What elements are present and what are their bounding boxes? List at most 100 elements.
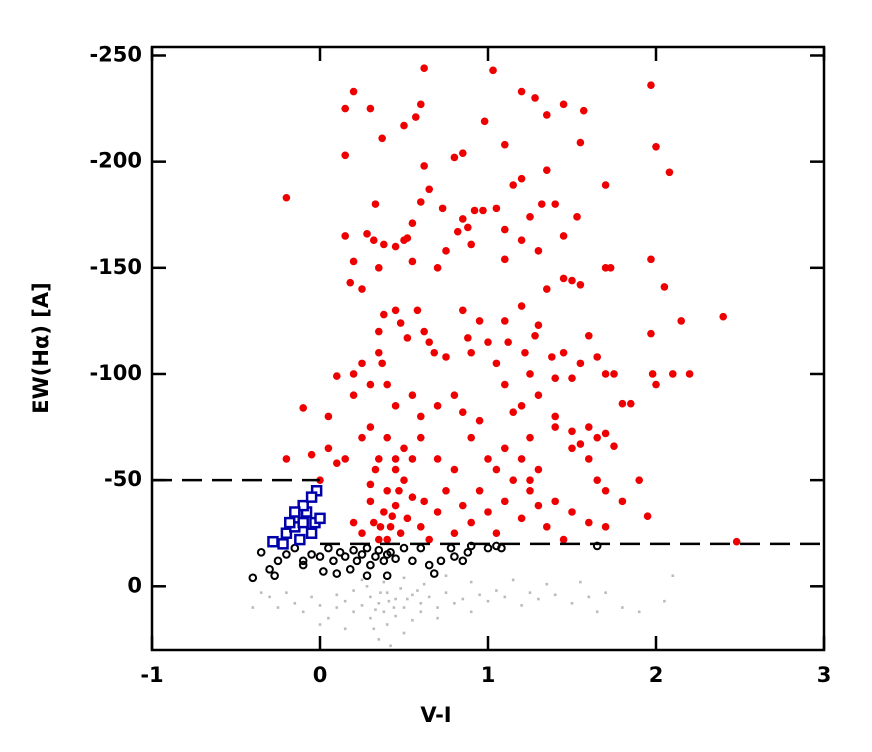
point (637, 610, 641, 614)
point (270, 571, 279, 580)
y-tick-label: -100 (89, 361, 142, 385)
point (475, 317, 484, 325)
point (343, 599, 347, 603)
point (526, 213, 534, 221)
point (420, 162, 428, 170)
point (389, 644, 392, 648)
point (375, 264, 383, 272)
point (469, 610, 473, 614)
point (484, 508, 492, 516)
point (358, 359, 366, 368)
point (501, 497, 509, 506)
point (383, 535, 392, 544)
point (387, 599, 391, 603)
point (315, 552, 325, 561)
point (417, 433, 425, 442)
point (349, 370, 358, 378)
point (392, 606, 396, 609)
point (576, 440, 585, 448)
point (601, 370, 610, 378)
point (585, 331, 593, 340)
point (422, 582, 426, 586)
point (360, 578, 364, 582)
point (430, 348, 439, 357)
point (517, 236, 526, 245)
point (280, 527, 293, 539)
point (479, 206, 487, 215)
point (475, 486, 484, 495)
point (543, 523, 551, 531)
point (548, 353, 556, 361)
point (663, 599, 666, 603)
point (665, 168, 674, 177)
point (453, 601, 456, 605)
point (380, 240, 388, 249)
point (732, 537, 741, 546)
point (467, 518, 476, 527)
plot-frame (150, 45, 826, 652)
point (273, 556, 283, 566)
point (417, 412, 425, 421)
point (475, 416, 484, 425)
point (394, 597, 397, 601)
point (464, 223, 472, 232)
point (450, 153, 459, 162)
point (420, 327, 428, 336)
point (382, 571, 392, 580)
point (363, 230, 371, 238)
point (501, 140, 509, 149)
point (601, 486, 610, 495)
point (504, 338, 512, 346)
point (284, 516, 296, 529)
point (386, 523, 395, 531)
point (319, 567, 328, 576)
point (604, 591, 607, 594)
point (433, 402, 442, 410)
point (282, 193, 291, 202)
x-tick-label: 2 (649, 663, 664, 687)
point (375, 348, 383, 357)
x-axis-label: V-I (420, 703, 451, 727)
point (436, 606, 439, 609)
point (371, 200, 380, 208)
point (382, 580, 386, 584)
point (265, 565, 274, 574)
point (307, 550, 316, 559)
point (297, 516, 309, 529)
point (486, 599, 490, 603)
point (358, 529, 366, 538)
point (310, 595, 313, 599)
point (429, 569, 439, 578)
point (420, 64, 428, 73)
point (403, 334, 412, 342)
point (378, 134, 386, 143)
point (349, 518, 358, 527)
point (369, 518, 378, 527)
point (388, 512, 397, 521)
point (671, 574, 675, 577)
x-tick-label: 3 (817, 663, 832, 687)
point (570, 601, 574, 605)
point (635, 476, 643, 484)
point (411, 618, 414, 622)
point (357, 550, 367, 559)
point (251, 606, 255, 609)
point (621, 606, 624, 609)
point (559, 100, 568, 109)
point (371, 552, 380, 561)
point (436, 556, 446, 566)
point (324, 543, 333, 553)
point (419, 601, 423, 605)
point (442, 353, 450, 361)
point (593, 476, 601, 484)
point (579, 580, 582, 584)
point (520, 604, 523, 607)
point (366, 380, 375, 389)
point (601, 429, 610, 438)
point (459, 408, 467, 416)
point (438, 204, 447, 213)
point (403, 514, 412, 523)
point (332, 569, 342, 578)
point (324, 444, 333, 453)
